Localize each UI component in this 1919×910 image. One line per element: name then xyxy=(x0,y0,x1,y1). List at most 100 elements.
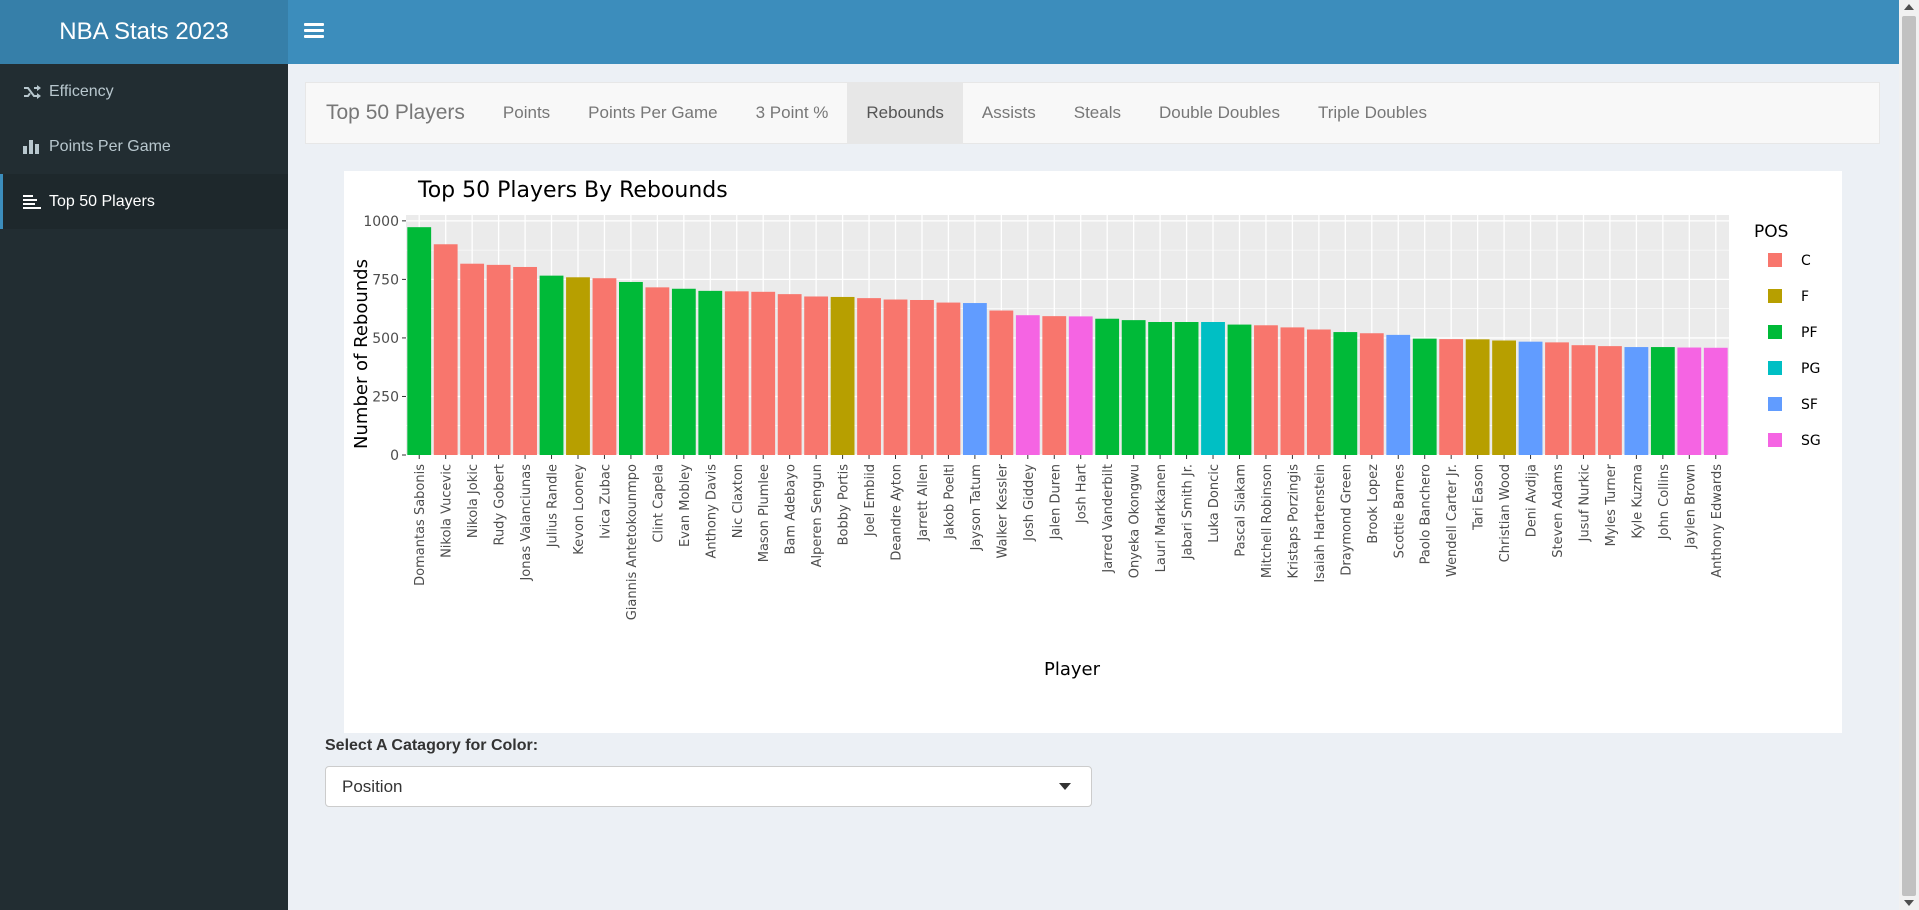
bar[interactable] xyxy=(1545,342,1569,455)
bar[interactable] xyxy=(1015,315,1040,455)
bar[interactable] xyxy=(619,281,643,455)
tab-triple-doubles[interactable]: Triple Doubles xyxy=(1317,103,1427,122)
x-tick-label: Pascal Siakam xyxy=(1233,464,1248,557)
bar[interactable] xyxy=(1201,322,1225,455)
x-tick-label: Deandre Ayton xyxy=(890,464,905,561)
x-tick-label: Jabari Smith Jr. xyxy=(1181,464,1196,560)
tab-points-per-game[interactable]: Points Per Game xyxy=(588,103,718,122)
bar[interactable] xyxy=(1677,347,1702,455)
bar[interactable] xyxy=(751,291,776,455)
bar[interactable] xyxy=(962,303,987,455)
bar[interactable] xyxy=(936,302,961,455)
caret-down-icon xyxy=(1059,783,1071,790)
sidebar-item-points-per-game[interactable]: Points Per Game xyxy=(0,119,288,174)
legend-label: C xyxy=(1801,253,1811,269)
x-tick-label: Clint Capela xyxy=(651,464,666,543)
bar[interactable] xyxy=(1624,347,1649,455)
chart-title: Top 50 Players By Rebounds xyxy=(417,178,728,203)
scroll-up-icon[interactable] xyxy=(1904,4,1914,10)
bar[interactable] xyxy=(989,310,1014,455)
tab-rebounds[interactable]: Rebounds xyxy=(847,83,963,143)
x-tick-label: Jarrett Allen xyxy=(916,464,931,542)
sidebar-item-label: Efficency xyxy=(49,82,114,100)
bar[interactable] xyxy=(698,290,723,455)
bar[interactable] xyxy=(724,291,749,455)
bar[interactable] xyxy=(1095,318,1120,455)
x-tick-label: Alperen Sengun xyxy=(810,464,825,567)
x-tick-label: Jusuf Nurkic xyxy=(1577,464,1592,542)
bar[interactable] xyxy=(645,287,670,455)
x-tick-label: Paolo Banchero xyxy=(1419,464,1434,564)
bar[interactable] xyxy=(1359,333,1384,455)
bar[interactable] xyxy=(910,299,934,455)
bar[interactable] xyxy=(1042,316,1067,455)
bar[interactable] xyxy=(1254,325,1278,455)
bar[interactable] xyxy=(1703,347,1728,455)
bar[interactable] xyxy=(566,277,590,455)
bar[interactable] xyxy=(513,266,537,455)
navbar-brand[interactable]: Top 50 Players xyxy=(326,101,465,124)
bar[interactable] xyxy=(1306,329,1331,455)
scrollbar[interactable] xyxy=(1899,0,1919,910)
bar[interactable] xyxy=(830,296,855,455)
bar[interactable] xyxy=(460,263,485,455)
bar[interactable] xyxy=(883,299,908,455)
bar[interactable] xyxy=(1571,345,1596,455)
bar[interactable] xyxy=(407,227,432,455)
x-tick-label: Anthony Davis xyxy=(704,464,719,559)
bar[interactable] xyxy=(539,275,564,455)
align-left-icon xyxy=(23,194,49,209)
bar[interactable] xyxy=(1492,340,1516,455)
bar[interactable] xyxy=(1121,320,1146,455)
tab-points[interactable]: Points xyxy=(502,103,551,122)
bar[interactable] xyxy=(857,298,881,455)
legend-swatch xyxy=(1768,289,1782,303)
bar[interactable] xyxy=(777,294,802,455)
bar[interactable] xyxy=(486,264,511,455)
x-tick-label: Draymond Green xyxy=(1339,464,1354,576)
scroll-thumb[interactable] xyxy=(1902,16,1916,896)
rebounds-bar-chart: Top 50 Players By Rebounds Number of Reb… xyxy=(351,178,1821,680)
sidebar-item-efficency[interactable]: Efficency xyxy=(0,64,288,119)
bar[interactable] xyxy=(1148,322,1173,455)
x-tick-label: Ivica Zubac xyxy=(598,464,613,539)
x-tick-label: Josh Hart xyxy=(1075,464,1090,524)
bar[interactable] xyxy=(1227,324,1252,455)
bar[interactable] xyxy=(1174,322,1199,455)
x-tick-label: Scottie Barnes xyxy=(1392,464,1407,559)
sidebar: Efficency Points Per Game Top 50 Players xyxy=(0,64,288,910)
bar[interactable] xyxy=(1412,338,1437,455)
bar[interactable] xyxy=(1068,316,1093,455)
bar[interactable] xyxy=(1465,339,1490,455)
x-tick-label: Jaylen Brown xyxy=(1683,464,1698,549)
bar[interactable] xyxy=(433,244,458,455)
tab-3-point-pct[interactable]: 3 Point % xyxy=(755,103,829,122)
tab-steals[interactable]: Steals xyxy=(1073,103,1121,122)
x-tick-label: Jakob Poeltl xyxy=(942,464,957,540)
bar[interactable] xyxy=(671,288,696,455)
x-tick-label: Wendell Carter Jr. xyxy=(1445,464,1460,577)
y-tick-label: 0 xyxy=(390,448,399,464)
y-tick-label: 750 xyxy=(372,272,399,288)
sidebar-item-top-50-players[interactable]: Top 50 Players xyxy=(0,174,288,229)
bar-chart-icon xyxy=(23,139,49,154)
tab-assists[interactable]: Assists xyxy=(981,103,1036,122)
bar[interactable] xyxy=(804,296,829,455)
bar[interactable] xyxy=(1598,346,1622,455)
bar[interactable] xyxy=(1518,341,1543,455)
bar[interactable] xyxy=(592,278,617,455)
x-tick-label: Lauri Markkanen xyxy=(1154,464,1169,572)
app-logo[interactable]: NBA Stats 2023 xyxy=(0,0,288,64)
tab-double-doubles[interactable]: Double Doubles xyxy=(1159,103,1280,122)
bar[interactable] xyxy=(1439,339,1464,455)
scroll-down-icon[interactable] xyxy=(1904,900,1914,906)
x-tick-label: Kristaps Porzingis xyxy=(1286,464,1301,579)
bar[interactable] xyxy=(1280,327,1305,455)
y-tick-label: 250 xyxy=(372,389,399,405)
bar[interactable] xyxy=(1386,334,1411,455)
bar[interactable] xyxy=(1333,332,1358,455)
bar[interactable] xyxy=(1650,347,1675,455)
sidebar-toggle-icon[interactable] xyxy=(304,20,324,44)
color-category-select[interactable]: Position xyxy=(325,766,1092,807)
tab-navbar: Top 50 Players Points Points Per Game 3 … xyxy=(305,82,1880,144)
